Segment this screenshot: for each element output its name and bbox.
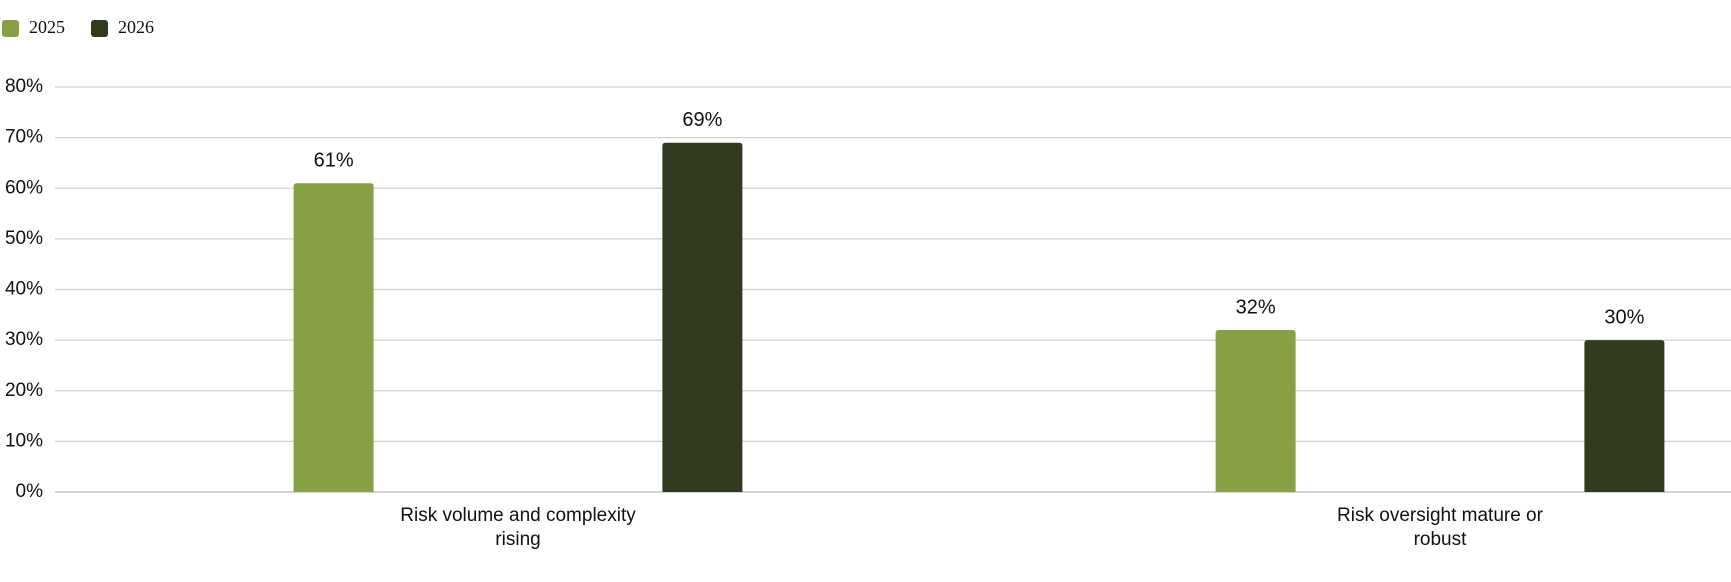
data-label: 32% <box>1236 296 1276 318</box>
y-tick-label: 60% <box>5 177 43 198</box>
y-tick-label: 80% <box>5 76 43 97</box>
bar <box>1584 340 1665 492</box>
y-tick-label: 30% <box>5 329 43 350</box>
legend-swatch <box>2 20 19 37</box>
y-tick-label: 20% <box>5 380 43 401</box>
data-label: 69% <box>682 109 722 131</box>
y-tick-label: 40% <box>5 279 43 300</box>
x-tick-label: Risk volume and complexity rising <box>400 505 636 550</box>
bar <box>1215 330 1296 492</box>
y-tick-label: 70% <box>5 127 43 148</box>
bar <box>293 183 374 492</box>
data-label: 61% <box>314 149 354 171</box>
bar <box>662 142 743 492</box>
data-label: 30% <box>1604 306 1644 328</box>
y-tick-label: 50% <box>5 228 43 249</box>
y-tick-label: 10% <box>5 430 43 451</box>
y-tick-label: 0% <box>16 481 44 502</box>
legend-label: 2026 <box>118 17 154 37</box>
x-tick-label: Risk oversight mature or robust <box>1337 505 1543 550</box>
legend-label: 2025 <box>29 17 65 37</box>
legend-swatch <box>91 20 108 37</box>
